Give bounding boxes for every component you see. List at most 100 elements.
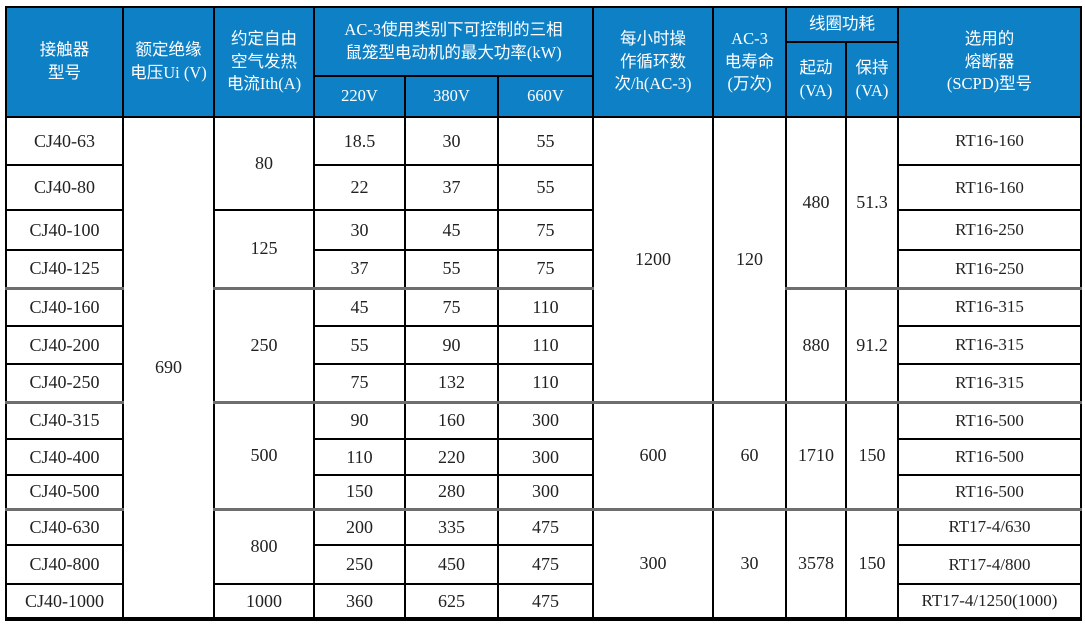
kw660-cell: 55 xyxy=(497,164,594,211)
kw220-cell: 30 xyxy=(313,209,406,251)
ith-cell: 1000 xyxy=(213,583,315,620)
model-cell: CJ40-80 xyxy=(5,164,124,211)
kw660-cell: 75 xyxy=(497,249,594,289)
coil-hold-cell: 51.3 xyxy=(845,116,899,289)
kw380-cell: 30 xyxy=(404,116,499,166)
fuse-cell: RT17-4/1250(1000) xyxy=(897,583,1082,620)
table-row: CJ40-125 37 55 75 RT16-250 xyxy=(5,249,1082,289)
model-cell: CJ40-400 xyxy=(5,438,124,476)
ith-cell: 500 xyxy=(213,400,315,510)
table-row: CJ40-63 690 80 18.5 30 55 1200 120 480 5… xyxy=(5,116,1082,620)
kw220-cell: 360 xyxy=(313,583,406,620)
kw660-cell: 300 xyxy=(497,474,594,510)
fuse-cell: RT16-315 xyxy=(897,363,1082,403)
kw660-cell: 300 xyxy=(497,400,594,440)
life-cell: 60 xyxy=(712,400,787,510)
table-row: CJ40-200 55 90 110 RT16-315 xyxy=(5,325,1082,365)
contactor-spec-table: 接触器 型号 额定绝缘 电压Ui (V) 约定自由 空气发热 电流Ith(A) … xyxy=(5,6,1082,621)
coil-start-cell: 1710 xyxy=(785,400,847,510)
fuse-cell: RT16-500 xyxy=(897,438,1082,476)
fuse-cell: RT16-250 xyxy=(897,249,1082,289)
ith-cell: 125 xyxy=(213,209,315,289)
table-row: CJ40-800 250 450 475 RT17-4/800 xyxy=(5,544,1082,585)
kw220-cell: 45 xyxy=(313,286,406,327)
kw380-cell: 280 xyxy=(404,474,499,510)
fuse-cell: RT16-315 xyxy=(897,325,1082,365)
fuse-cell: RT16-160 xyxy=(897,116,1082,166)
kw660-cell: 475 xyxy=(497,583,594,620)
header-cycles-per-hour: 每小时操 作循环数 次/h(AC-3) xyxy=(592,6,714,118)
ui-cell: 690 xyxy=(122,116,215,620)
model-cell: CJ40-63 xyxy=(5,116,124,166)
table-row: CJ40-160 250 45 75 110 880 91.2 RT16-315 xyxy=(5,286,1082,403)
model-cell: CJ40-800 xyxy=(5,544,124,585)
kw220-cell: 37 xyxy=(313,249,406,289)
kw380-cell: 75 xyxy=(404,286,499,327)
table-body: CJ40-63 690 80 18.5 30 55 1200 120 480 5… xyxy=(5,116,1082,620)
kw380-cell: 625 xyxy=(404,583,499,620)
table-row: CJ40-315 500 90 160 300 600 60 1710 150 … xyxy=(5,400,1082,510)
coil-start-cell: 880 xyxy=(785,286,847,403)
fuse-cell: RT16-500 xyxy=(897,474,1082,510)
fuse-cell: RT16-315 xyxy=(897,286,1082,327)
header-insulation-voltage: 额定绝缘 电压Ui (V) xyxy=(122,6,215,118)
cycles-cell: 1200 xyxy=(592,116,714,403)
kw380-cell: 55 xyxy=(404,249,499,289)
model-cell: CJ40-200 xyxy=(5,325,124,365)
life-cell: 120 xyxy=(712,116,787,403)
kw220-cell: 75 xyxy=(313,363,406,403)
model-cell: CJ40-125 xyxy=(5,249,124,289)
kw660-cell: 110 xyxy=(497,325,594,365)
model-cell: CJ40-500 xyxy=(5,474,124,510)
kw380-cell: 37 xyxy=(404,164,499,211)
cycles-cell: 300 xyxy=(592,507,714,620)
table-row: CJ40-100 125 30 45 75 RT16-250 xyxy=(5,209,1082,289)
kw220-cell: 250 xyxy=(313,544,406,585)
kw660-cell: 475 xyxy=(497,544,594,585)
kw660-cell: 75 xyxy=(497,209,594,251)
header-electrical-life: AC-3 电寿命 (万次) xyxy=(712,6,787,118)
table-header: 接触器 型号 额定绝缘 电压Ui (V) 约定自由 空气发热 电流Ith(A) … xyxy=(5,6,1082,118)
header-fuse-type: 选用的 熔断器 (SCPD)型号 xyxy=(897,6,1082,118)
model-cell: CJ40-100 xyxy=(5,209,124,251)
kw380-cell: 335 xyxy=(404,507,499,546)
header-max-power-kw: AC-3使用类别下可控制的三相 鼠笼型电动机的最大功率(kW) xyxy=(313,6,594,77)
fuse-cell: RT16-250 xyxy=(897,209,1082,251)
table-row: CJ40-1000 1000 360 625 475 RT17-4/1250(1… xyxy=(5,583,1082,620)
kw380-cell: 90 xyxy=(404,325,499,365)
coil-hold-cell: 150 xyxy=(845,400,899,510)
kw660-cell: 475 xyxy=(497,507,594,546)
kw220-cell: 110 xyxy=(313,438,406,476)
fuse-cell: RT16-500 xyxy=(897,400,1082,440)
kw220-cell: 18.5 xyxy=(313,116,406,166)
model-cell: CJ40-630 xyxy=(5,507,124,546)
coil-start-cell: 480 xyxy=(785,116,847,289)
header-thermal-current: 约定自由 空气发热 电流Ith(A) xyxy=(213,6,315,118)
fuse-cell: RT17-4/630 xyxy=(897,507,1082,546)
model-cell: CJ40-315 xyxy=(5,400,124,440)
header-model: 接触器 型号 xyxy=(5,6,124,118)
header-380v: 380V xyxy=(404,75,499,118)
header-660v: 660V xyxy=(497,75,594,118)
fuse-cell: RT16-160 xyxy=(897,164,1082,211)
header-coil-power: 线圈功耗 xyxy=(785,6,899,43)
header-coil-hold-va: 保持 (VA) xyxy=(845,41,899,118)
table-row: CJ40-500 150 280 300 RT16-500 xyxy=(5,474,1082,510)
kw220-cell: 55 xyxy=(313,325,406,365)
model-cell: CJ40-250 xyxy=(5,363,124,403)
header-coil-start-va: 起动 (VA) xyxy=(785,41,847,118)
kw380-cell: 450 xyxy=(404,544,499,585)
ith-cell: 250 xyxy=(213,286,315,403)
model-cell: CJ40-1000 xyxy=(5,583,124,620)
life-cell: 30 xyxy=(712,507,787,620)
kw660-cell: 300 xyxy=(497,438,594,476)
coil-hold-cell: 91.2 xyxy=(845,286,899,403)
coil-hold-cell: 150 xyxy=(845,507,899,620)
kw380-cell: 45 xyxy=(404,209,499,251)
coil-start-cell: 3578 xyxy=(785,507,847,620)
header-220v: 220V xyxy=(313,75,406,118)
fuse-cell: RT17-4/800 xyxy=(897,544,1082,585)
cycles-cell: 600 xyxy=(592,400,714,510)
ith-cell: 80 xyxy=(213,116,315,211)
